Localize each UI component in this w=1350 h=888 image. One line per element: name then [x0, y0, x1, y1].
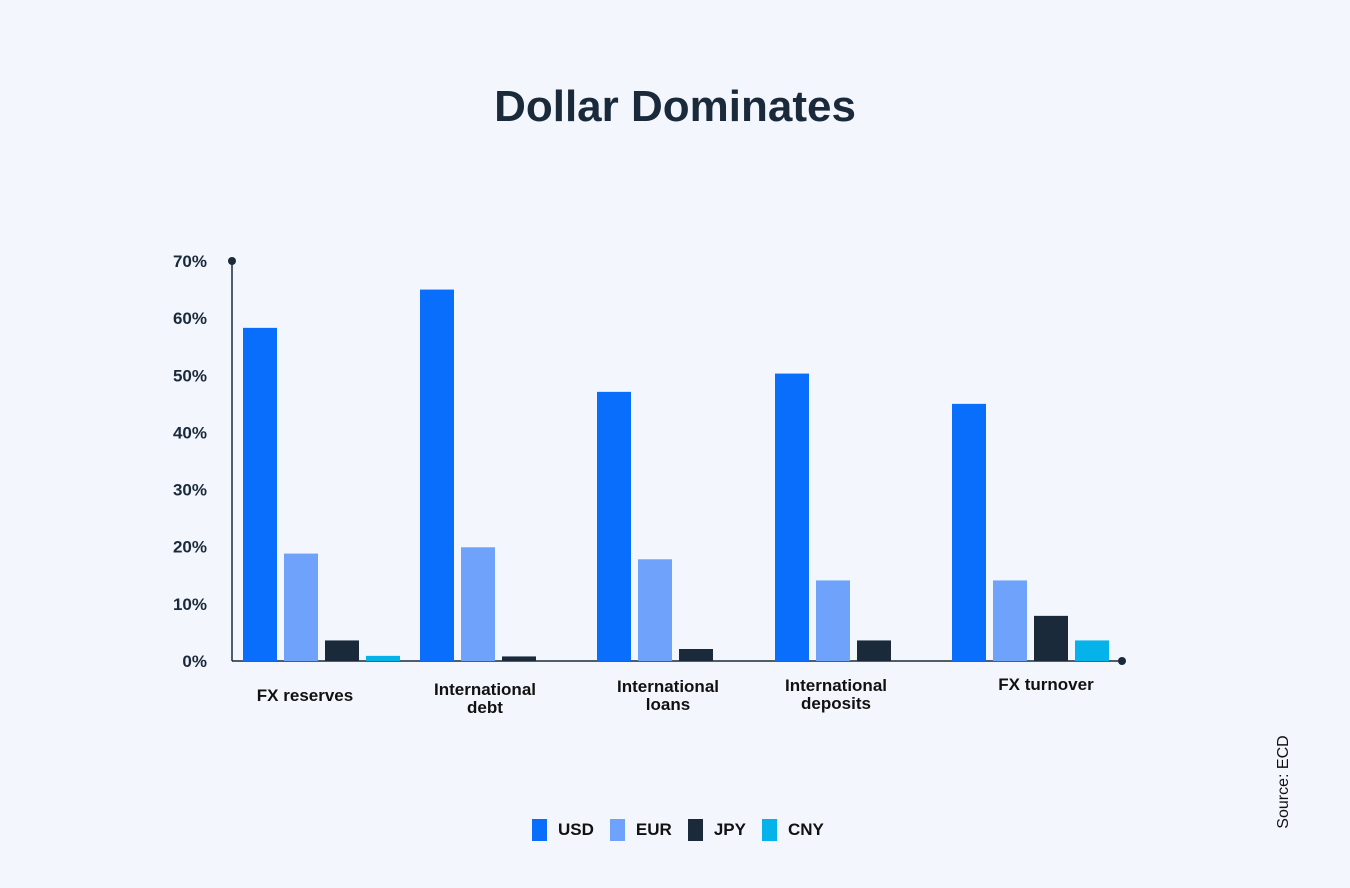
bar-jpy-3 [857, 640, 891, 661]
bar-jpy-4 [1034, 615, 1068, 661]
legend-item-usd: USD [532, 819, 594, 841]
legend-label: EUR [635, 820, 672, 839]
legend-item-eur: EUR [609, 819, 672, 841]
y-tick-label: 60% [173, 309, 207, 328]
legend-swatch [609, 819, 625, 841]
legend: USD EUR JPY CNY [532, 819, 840, 841]
source-note: Source: ECD [1275, 735, 1292, 829]
chart-title: Dollar Dominates [494, 82, 856, 131]
y-tick-label: 20% [173, 538, 207, 557]
y-tick-label: 0% [182, 652, 207, 671]
legend-swatch [687, 819, 703, 841]
y-tick-label: 10% [173, 595, 207, 614]
y-axis-end-dot [228, 257, 236, 265]
legend-label: CNY [787, 820, 824, 839]
bar-jpy-2 [679, 649, 713, 661]
legend-item-cny: CNY [761, 819, 824, 841]
y-tick-label: 30% [173, 481, 207, 500]
legend-label: JPY [713, 820, 746, 839]
bar-jpy-1 [502, 656, 536, 661]
y-tick-label: 50% [173, 366, 207, 385]
x-category-label: FX turnover [998, 675, 1094, 694]
y-tick-label: 70% [173, 252, 207, 271]
bar-usd-1 [420, 289, 454, 661]
legend-label: USD [558, 820, 594, 839]
bar-eur-1 [461, 547, 495, 661]
x-axis-end-dot [1118, 657, 1126, 665]
bar-eur-4 [993, 580, 1027, 661]
x-category-label: International debt [434, 680, 536, 717]
bar-cny-4 [1075, 640, 1109, 661]
legend-item-jpy: JPY [687, 819, 746, 841]
bar-eur-2 [638, 559, 672, 661]
bar-jpy-0 [325, 640, 359, 661]
bar-usd-3 [775, 373, 809, 661]
y-tick-label: 40% [173, 423, 207, 442]
bar-usd-2 [597, 391, 631, 661]
legend-swatch [761, 819, 777, 841]
bar-eur-3 [816, 580, 850, 661]
bar-cny-0 [366, 655, 400, 661]
x-category-label: FX reserves [257, 686, 353, 705]
bar-eur-0 [284, 553, 318, 661]
legend-swatch [532, 819, 547, 841]
x-category-label: International deposits [785, 676, 887, 713]
x-category-label: International loans [617, 677, 719, 714]
bar-usd-4 [952, 403, 986, 661]
bar-usd-0 [243, 327, 277, 661]
